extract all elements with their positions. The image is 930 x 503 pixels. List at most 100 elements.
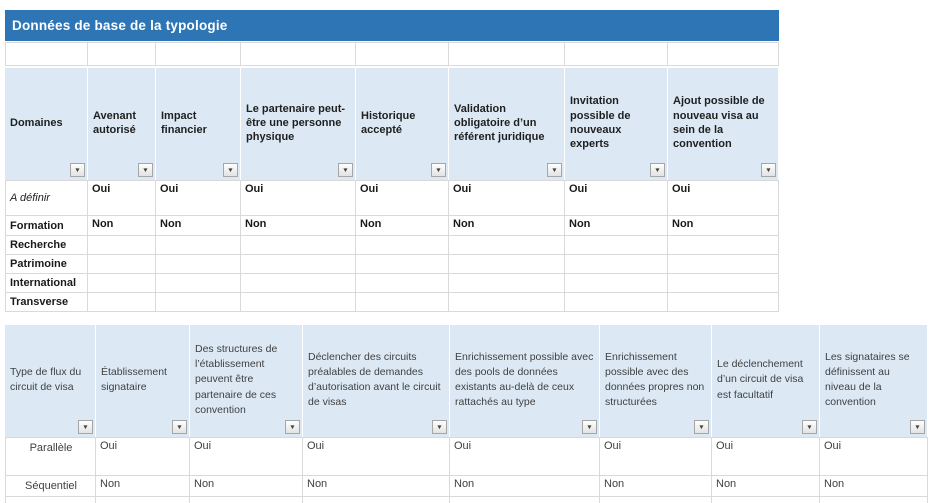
filter-button[interactable]: ▼ — [70, 163, 85, 177]
grid-cell[interactable] — [88, 42, 156, 66]
column-header-cell[interactable]: Enrichissement possible avec des données… — [600, 325, 712, 437]
data-cell[interactable] — [356, 274, 449, 293]
filter-button[interactable]: ▼ — [223, 163, 238, 177]
filter-button[interactable]: ▼ — [338, 163, 353, 177]
data-cell[interactable]: Non — [303, 476, 450, 497]
data-cell[interactable]: Oui — [356, 181, 449, 216]
filter-button[interactable]: ▼ — [547, 163, 562, 177]
row-label-cell[interactable] — [5, 497, 96, 503]
filter-button[interactable]: ▼ — [582, 420, 597, 434]
row-label-cell[interactable]: International — [5, 274, 88, 293]
data-cell[interactable]: Oui — [712, 438, 820, 476]
column-header-cell[interactable]: Enrichissement possible avec des pools d… — [450, 325, 600, 437]
data-cell[interactable]: Non — [156, 216, 241, 236]
row-label-cell[interactable]: Séquentiel — [5, 476, 96, 497]
data-cell[interactable] — [356, 255, 449, 274]
data-cell[interactable]: Oui — [88, 181, 156, 216]
data-cell[interactable] — [668, 255, 779, 274]
data-cell[interactable] — [241, 274, 356, 293]
column-header-cell[interactable]: Le partenaire peut-être une personne phy… — [241, 68, 356, 180]
column-header-cell[interactable]: Déclencher des circuits préalables de de… — [303, 325, 450, 437]
filter-button[interactable]: ▼ — [802, 420, 817, 434]
filter-button[interactable]: ▼ — [910, 420, 925, 434]
data-cell[interactable] — [565, 255, 668, 274]
grid-cell[interactable] — [5, 42, 88, 66]
data-cell[interactable] — [241, 236, 356, 255]
data-cell[interactable]: Non — [450, 476, 600, 497]
data-cell[interactable]: Oui — [241, 181, 356, 216]
data-cell[interactable] — [303, 497, 450, 503]
data-cell[interactable]: Oui — [668, 181, 779, 216]
column-header-cell[interactable]: Domaines ▼ — [5, 68, 88, 180]
filter-button[interactable]: ▼ — [694, 420, 709, 434]
data-cell[interactable] — [156, 236, 241, 255]
data-cell[interactable] — [356, 236, 449, 255]
grid-cell[interactable] — [241, 42, 356, 66]
data-cell[interactable] — [565, 293, 668, 312]
column-header-cell[interactable]: Ajout possible de nouveau visa au sein d… — [668, 68, 779, 180]
data-cell[interactable] — [449, 293, 565, 312]
row-label-cell[interactable]: Parallèle — [5, 438, 96, 476]
data-cell[interactable]: Oui — [449, 181, 565, 216]
data-cell[interactable] — [96, 497, 190, 503]
data-cell[interactable]: Non — [600, 476, 712, 497]
filter-button[interactable]: ▼ — [285, 420, 300, 434]
data-cell[interactable] — [449, 274, 565, 293]
data-cell[interactable]: Oui — [190, 438, 303, 476]
data-cell[interactable] — [241, 293, 356, 312]
data-cell[interactable] — [565, 236, 668, 255]
row-label-cell[interactable]: Patrimoine — [5, 255, 88, 274]
column-header-cell[interactable]: Invitation possible de nouveaux experts ▼ — [565, 68, 668, 180]
column-header-cell[interactable]: Validation obligatoire d’un référent jur… — [449, 68, 565, 180]
filter-button[interactable]: ▼ — [431, 163, 446, 177]
column-header-cell[interactable]: Impact financier ▼ — [156, 68, 241, 180]
data-cell[interactable] — [565, 274, 668, 293]
column-header-cell[interactable]: Historique accepté ▼ — [356, 68, 449, 180]
data-cell[interactable]: Non — [449, 216, 565, 236]
column-header-cell[interactable]: Établissement signataire ▼ — [96, 325, 190, 437]
column-header-cell[interactable]: Le déclenchement d’un circuit de visa es… — [712, 325, 820, 437]
data-cell[interactable] — [156, 293, 241, 312]
row-label-cell[interactable]: Formation — [5, 216, 88, 236]
data-cell[interactable]: Oui — [303, 438, 450, 476]
data-cell[interactable]: Non — [668, 216, 779, 236]
row-label-cell[interactable]: A définir — [5, 181, 88, 216]
data-cell[interactable]: Non — [356, 216, 449, 236]
grid-cell[interactable] — [449, 42, 565, 66]
filter-button[interactable]: ▼ — [138, 163, 153, 177]
data-cell[interactable]: Non — [565, 216, 668, 236]
data-cell[interactable] — [712, 497, 820, 503]
data-cell[interactable] — [668, 293, 779, 312]
grid-cell[interactable] — [156, 42, 241, 66]
data-cell[interactable] — [156, 255, 241, 274]
data-cell[interactable] — [241, 255, 356, 274]
data-cell[interactable] — [450, 497, 600, 503]
data-cell[interactable]: Non — [820, 476, 928, 497]
title-banner-cell[interactable]: Données de base de la typologie — [5, 10, 779, 41]
column-header-cell[interactable]: Les signataires se définissent au niveau… — [820, 325, 928, 437]
data-cell[interactable]: Oui — [156, 181, 241, 216]
data-cell[interactable] — [88, 255, 156, 274]
grid-cell[interactable] — [356, 42, 449, 66]
data-cell[interactable] — [88, 236, 156, 255]
grid-cell[interactable] — [565, 42, 668, 66]
filter-button[interactable]: ▼ — [761, 163, 776, 177]
filter-button[interactable]: ▼ — [172, 420, 187, 434]
data-cell[interactable]: Oui — [820, 438, 928, 476]
column-header-cell[interactable]: Des structures de l’établissement peuven… — [190, 325, 303, 437]
data-cell[interactable]: Non — [241, 216, 356, 236]
data-cell[interactable] — [356, 293, 449, 312]
column-header-cell[interactable]: Avenant autorisé ▼ — [88, 68, 156, 180]
data-cell[interactable]: Non — [712, 476, 820, 497]
filter-button[interactable]: ▼ — [650, 163, 665, 177]
data-cell[interactable]: Non — [88, 216, 156, 236]
filter-button[interactable]: ▼ — [432, 420, 447, 434]
data-cell[interactable] — [156, 274, 241, 293]
grid-cell[interactable] — [668, 42, 779, 66]
data-cell[interactable] — [449, 236, 565, 255]
data-cell[interactable]: Oui — [96, 438, 190, 476]
filter-button[interactable]: ▼ — [78, 420, 93, 434]
data-cell[interactable]: Oui — [600, 438, 712, 476]
data-cell[interactable]: Oui — [565, 181, 668, 216]
data-cell[interactable] — [88, 293, 156, 312]
